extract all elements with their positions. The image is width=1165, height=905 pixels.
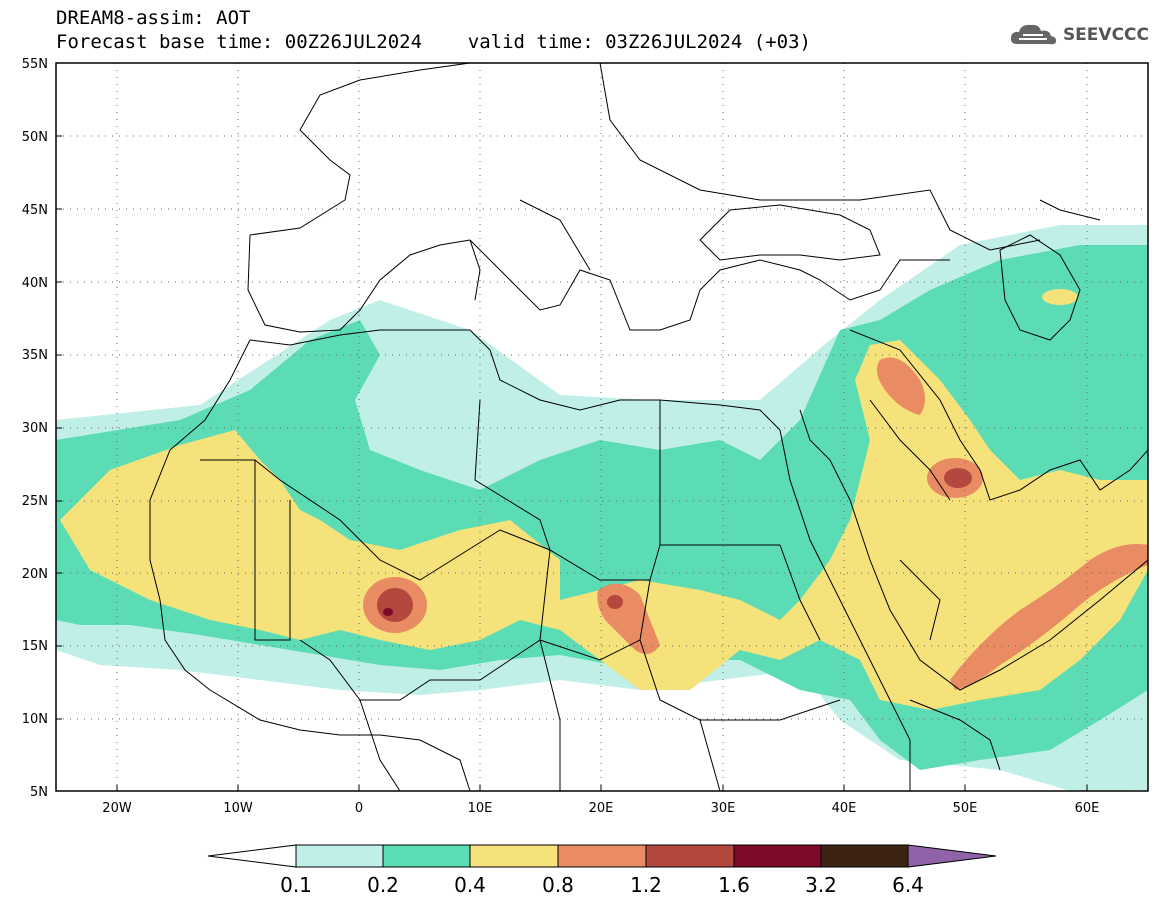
- lon-label: 10W: [223, 801, 253, 816]
- colorbar-swatch: [557, 844, 647, 868]
- lon-label: 50E: [953, 801, 978, 816]
- aot-level-1.6: [383, 608, 393, 616]
- lat-lon-grid: [56, 63, 1148, 791]
- colorbar-swatch: [382, 844, 471, 868]
- lat-label: 40N: [22, 276, 48, 291]
- forecast-time-line: Forecast base time: 00Z26JUL2024 valid t…: [56, 31, 811, 53]
- lon-label: 20W: [102, 801, 132, 816]
- colorbar-labels: 0.1 0.2 0.4 0.8 1.2 1.6 3.2 6.4: [280, 873, 924, 897]
- colorbar-under-arrow: [207, 844, 297, 868]
- aot-level-0.8: [363, 357, 1148, 690]
- map-frame: [55, 62, 1149, 792]
- colorbar-swatch: [645, 844, 735, 868]
- lon-label: 60E: [1075, 801, 1100, 816]
- lon-label: 30E: [711, 801, 736, 816]
- lat-label: 50N: [22, 130, 48, 145]
- coastlines-borders: [149, 63, 1148, 791]
- cloud-icon: [1010, 24, 1057, 45]
- colorbar-swatch: [820, 844, 909, 868]
- lat-label: 25N: [22, 494, 48, 509]
- lon-label: 10E: [468, 801, 493, 816]
- colorbar-label: 1.6: [718, 873, 750, 897]
- colorbar-label: 0.4: [454, 873, 486, 897]
- lat-label: 30N: [22, 421, 48, 436]
- colorbar-swatch: [295, 844, 384, 868]
- lon-labels: 20W 10W 0 10E 20E 30E 40E 50E 60E: [102, 801, 1099, 816]
- colorbar: [207, 844, 997, 868]
- aot-level-0.4: [60, 289, 1148, 710]
- lon-label: 0: [355, 801, 363, 816]
- colorbar-label: 0.2: [367, 873, 399, 897]
- colorbar-label: 1.2: [630, 873, 662, 897]
- logo-text: SEEVCCC: [1062, 25, 1149, 45]
- seevccc-logo: SEEVCCC: [1009, 22, 1149, 48]
- axis-ticks: [56, 62, 1088, 791]
- colorbar-label: 3.2: [805, 873, 837, 897]
- colorbar-label: 0.8: [542, 873, 574, 897]
- lat-label: 5N: [30, 785, 48, 800]
- colorbar-swatch: [733, 844, 822, 868]
- lat-labels: 5N 10N 15N 20N 25N 30N 35N 40N 45N 50N 5…: [22, 57, 48, 800]
- lat-label: 15N: [22, 639, 48, 654]
- lat-label: 10N: [22, 712, 48, 727]
- lat-label: 35N: [22, 348, 48, 363]
- lat-label: 45N: [22, 203, 48, 218]
- aot-field: [56, 63, 1148, 791]
- colorbar-label: 6.4: [892, 873, 924, 897]
- lat-label: 20N: [22, 567, 48, 582]
- colorbar-over-arrow: [907, 844, 997, 868]
- colorbar-swatch: [469, 844, 559, 868]
- lon-label: 20E: [589, 801, 614, 816]
- map-title: DREAM8-assim: AOT: [56, 7, 251, 29]
- lon-label: 40E: [832, 801, 857, 816]
- colorbar-label: 0.1: [280, 873, 312, 897]
- lat-label: 55N: [22, 57, 48, 72]
